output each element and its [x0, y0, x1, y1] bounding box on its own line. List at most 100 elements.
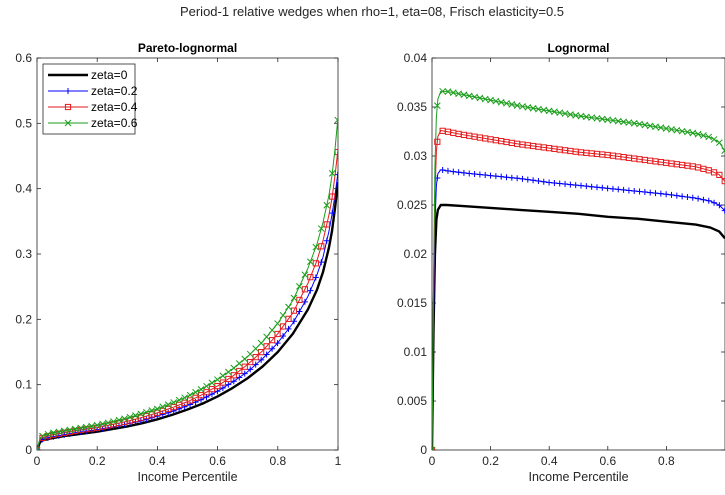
series-marker-zeta=0.2 [247, 366, 254, 373]
series-marker-zeta=0.6 [192, 388, 199, 396]
series-marker-zeta=0.6 [246, 350, 254, 358]
series-marker-zeta=0.2 [476, 171, 483, 178]
x-axis-label: Income Percentile [528, 470, 628, 484]
y-tick-label: 0.2 [15, 312, 32, 326]
series-marker-zeta=0.6 [577, 112, 585, 120]
series-marker-zeta=0.6 [604, 116, 611, 124]
series-marker-zeta=0.6 [301, 271, 309, 279]
x-tick-label: 0.8 [658, 454, 675, 468]
series-marker-zeta=0.2 [705, 197, 712, 204]
series-marker-zeta=0.2 [578, 182, 585, 189]
series-marker-zeta=0.6 [598, 115, 606, 123]
series-marker-zeta=0.2 [137, 417, 144, 424]
series-marker-zeta=0.6 [582, 113, 590, 121]
series-line-zeta=0.6 [432, 90, 725, 450]
series-marker-zeta=0.4 [318, 243, 325, 250]
series-marker-zeta=0.6 [290, 294, 298, 302]
series-marker-zeta=0.2 [285, 325, 292, 332]
series-marker-zeta=0.6 [497, 98, 505, 106]
series-marker-zeta=0.6 [203, 382, 210, 390]
series-marker-zeta=0.4 [716, 171, 723, 179]
y-tick-label: 0.03 [404, 149, 428, 163]
series-marker-zeta=0.6 [657, 124, 665, 131]
series-marker-zeta=0.2 [647, 189, 654, 196]
series-marker-zeta=0.6 [455, 90, 462, 98]
series-marker-zeta=0.2 [230, 378, 237, 385]
legend-entry: zeta=0.2 [91, 84, 138, 98]
y-tick-label: 0.4 [15, 182, 32, 196]
panel-title: Pareto-lognormal [138, 41, 237, 55]
series-marker-zeta=0.6 [710, 136, 718, 143]
series-marker-zeta=0.2 [604, 185, 611, 192]
series-marker-zeta=0.2 [312, 274, 319, 281]
series-marker-zeta=0.6 [529, 104, 537, 112]
series-marker-zeta=0.2 [498, 173, 505, 180]
y-tick-label: 0.3 [15, 247, 32, 261]
series-marker-zeta=0.6 [432, 446, 436, 450]
series-marker-zeta=0.2 [154, 413, 161, 420]
x-tick-label: 0.8 [269, 454, 286, 468]
series-marker-zeta=0.2 [711, 199, 718, 206]
series-marker-zeta=0.6 [181, 394, 188, 402]
x-tick-label: 0.6 [209, 454, 226, 468]
series-marker-zeta=0.2 [471, 170, 478, 177]
series-marker-zeta=0.2 [593, 184, 600, 191]
series-marker-zeta=0.6 [684, 128, 691, 136]
series-marker-zeta=0.6 [230, 364, 238, 372]
legend-entry: zeta=0.6 [91, 116, 138, 130]
series-marker-zeta=0.6 [678, 127, 686, 135]
series-marker-zeta=0.2 [620, 186, 627, 193]
series-marker-zeta=0.6 [55, 428, 63, 436]
series-marker-zeta=0.6 [609, 117, 617, 124]
series-marker-zeta=0.2 [551, 179, 558, 186]
series-marker-zeta=0.4 [274, 330, 281, 338]
series-marker-zeta=0.6 [465, 92, 473, 100]
series-marker-zeta=0.2 [567, 181, 574, 188]
series-marker-zeta=0.6 [225, 368, 232, 376]
series-marker-zeta=0.2 [241, 370, 248, 377]
series-marker-zeta=0.6 [66, 426, 74, 434]
series-marker-zeta=0.6 [110, 418, 117, 425]
series-marker-zeta=0.6 [115, 416, 123, 424]
y-tick-label: 0.025 [397, 198, 427, 212]
y-tick-label: 0.01 [404, 345, 428, 359]
series-marker-zeta=0.6 [588, 114, 596, 121]
series-marker-zeta=0.6 [148, 407, 156, 414]
series-marker-zeta=0.4 [329, 193, 336, 200]
series-marker-zeta=0.6 [71, 425, 79, 433]
series-marker-zeta=0.2 [307, 287, 314, 294]
series-marker-zeta=0.6 [460, 91, 468, 99]
series-marker-zeta=0.4 [296, 296, 303, 304]
series-marker-zeta=0.6 [716, 139, 723, 147]
series-marker-zeta=0.6 [60, 427, 68, 435]
legend-marker [64, 119, 72, 127]
series-marker-zeta=0.4 [268, 337, 276, 344]
series-marker-zeta=0.2 [609, 185, 616, 192]
series-marker-zeta=0.6 [121, 415, 128, 423]
series-marker-zeta=0.2 [280, 333, 287, 340]
series-marker-zeta=0.6 [268, 326, 276, 334]
series-marker-zeta=0.6 [44, 430, 52, 438]
series-marker-zeta=0.2 [519, 175, 526, 182]
series-marker-zeta=0.4 [258, 349, 265, 356]
series-marker-zeta=0.2 [165, 409, 172, 416]
lognormal-panel: Lognormal 0 0.2 0.4 0.6 0.8 0 0.005 0.01 0.015 0.0… [397, 41, 725, 484]
series-marker-zeta=0.2 [562, 181, 569, 188]
x-tick-label: 0.4 [541, 454, 558, 468]
series-marker-zeta=0.6 [132, 412, 139, 419]
series-marker-zeta=0.6 [323, 201, 331, 209]
series-marker-zeta=0.2 [269, 345, 276, 352]
series-marker-zeta=0.2 [657, 190, 664, 197]
series-marker-zeta=0.6 [93, 421, 101, 429]
x-axis-label: Income Percentile [137, 470, 237, 484]
plot-area [431, 57, 725, 451]
series-marker-zeta=0.6 [274, 320, 281, 327]
series-marker-zeta=0.6 [492, 97, 500, 105]
series-marker-zeta=0.2 [492, 173, 499, 180]
series-marker-zeta=0.6 [556, 109, 564, 117]
series-marker-zeta=0.2 [503, 174, 510, 181]
series-marker-zeta=0.2 [219, 384, 226, 391]
series-marker-zeta=0.2 [143, 416, 150, 423]
series-marker-zeta=0.6 [159, 403, 167, 411]
series-marker-zeta=0.2 [263, 351, 270, 358]
